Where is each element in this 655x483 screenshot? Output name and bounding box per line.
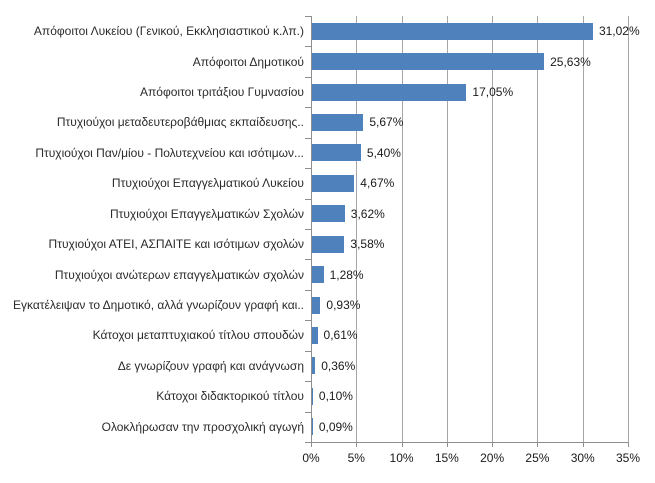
x-axis-tick-label: 5%	[347, 451, 365, 465]
gridline	[537, 16, 539, 442]
value-label: 17,05%	[472, 85, 514, 100]
value-label: 0,61%	[323, 328, 358, 343]
gridline	[582, 16, 584, 442]
value-label: 4,67%	[360, 176, 395, 191]
value-axis-line	[311, 442, 628, 443]
value-label: 25,63%	[550, 54, 591, 69]
category-label: Εγκατέλειψαν το Δημοτικό, αλλά γνωρίζουν…	[13, 298, 304, 313]
category-label: Απόφοιτοι Λυκείου (Γενικού, Εκκλησιαστικ…	[33, 24, 304, 39]
value-label: 0,36%	[321, 358, 356, 373]
category-axis-tick	[305, 381, 312, 382]
gridline	[492, 16, 494, 442]
category-label: Πτυχιούχοι ΑΤΕΙ, ΑΣΠΑΙΤΕ και ισότιμων σχ…	[48, 237, 304, 252]
x-axis-tick	[492, 442, 494, 447]
x-axis-tick	[582, 442, 584, 447]
bar	[312, 235, 345, 253]
bar	[312, 357, 316, 375]
category-axis-tick	[305, 168, 312, 169]
value-label: 31,02%	[598, 24, 640, 39]
value-label: 0,09%	[318, 419, 353, 434]
x-axis-tick	[356, 442, 358, 447]
x-axis-tick-label: 20%	[480, 451, 505, 465]
bar	[312, 205, 345, 223]
value-label: 5,67%	[369, 115, 404, 130]
category-axis-tick	[305, 77, 312, 78]
x-axis-tick	[628, 442, 629, 447]
category-axis-tick	[305, 138, 312, 139]
x-axis-tick	[401, 442, 403, 447]
x-axis-tick-label: 35%	[615, 451, 641, 465]
category-axis-tick	[305, 107, 312, 108]
category-label: Απόφοιτοι Δημοτικού	[192, 54, 304, 69]
value-label: 0,10%	[318, 389, 353, 404]
bar	[312, 327, 318, 344]
x-axis-tick	[446, 442, 448, 447]
gridline	[356, 16, 358, 442]
bar	[312, 266, 324, 284]
category-axis-tick	[305, 16, 312, 17]
value-label: 3,58%	[350, 237, 385, 252]
category-axis-tick	[305, 290, 312, 291]
gridline	[401, 16, 403, 442]
bar	[312, 418, 313, 436]
category-axis-tick	[305, 199, 312, 200]
bar	[312, 114, 364, 131]
x-axis-tick-label: 25%	[525, 451, 550, 465]
category-axis-tick	[305, 412, 312, 413]
category-label: Πτυχιούχοι Επαγγελματικών Σχολών	[109, 206, 304, 221]
bar	[312, 387, 313, 405]
category-axis-tick	[305, 259, 312, 260]
category-label: Πτυχιούχοι Παν/μίου - Πολυτεχνείου και ι…	[35, 145, 304, 160]
category-axis-tick	[305, 46, 312, 47]
category-axis-tick	[305, 229, 312, 230]
category-label: Δε γνωρίζουν γραφή και ανάγνωση	[117, 358, 304, 373]
category-axis-tick	[305, 351, 312, 352]
bar	[312, 53, 545, 71]
bar	[312, 296, 321, 314]
category-label: Κάτοχοι διδακτορικού τίτλου	[156, 389, 304, 404]
category-axis-tick	[305, 442, 312, 443]
x-axis-tick-label: 30%	[570, 451, 595, 465]
category-label: Απόφοιτοι τριτάξιου Γυμνασίου	[139, 85, 304, 100]
value-label: 0,93%	[326, 298, 361, 313]
bar	[312, 174, 355, 192]
value-label: 3,62%	[350, 206, 385, 221]
x-axis-tick-label: 10%	[389, 451, 414, 465]
x-axis-tick-label: 15%	[434, 451, 459, 465]
category-label: Πτυχιούχοι ανώτερων επαγγελματικών σχολώ…	[54, 267, 304, 282]
value-label: 1,28%	[329, 267, 364, 282]
value-label: 5,40%	[366, 145, 401, 160]
x-axis-tick-label: 0%	[302, 451, 320, 465]
category-label: Πτυχιούχοι μεταδευτεροβάθμιας εκπαίδευση…	[56, 115, 304, 130]
gridline	[628, 16, 629, 442]
category-label: Κάτοχοι μεταπτυχιακού τίτλου σπουδών	[92, 328, 304, 343]
gridline	[446, 16, 448, 442]
bar	[312, 144, 361, 162]
category-axis-tick	[305, 320, 312, 321]
category-label: Πτυχιούχοι Επαγγελματικού Λυκείου	[111, 176, 304, 191]
bar	[312, 22, 593, 40]
x-axis-tick	[311, 442, 312, 447]
category-axis-line	[311, 16, 312, 442]
category-label: Ολοκλήρωσαν την προσχολική αγωγή	[101, 419, 304, 434]
bar	[312, 83, 467, 101]
x-axis-tick	[537, 442, 539, 447]
